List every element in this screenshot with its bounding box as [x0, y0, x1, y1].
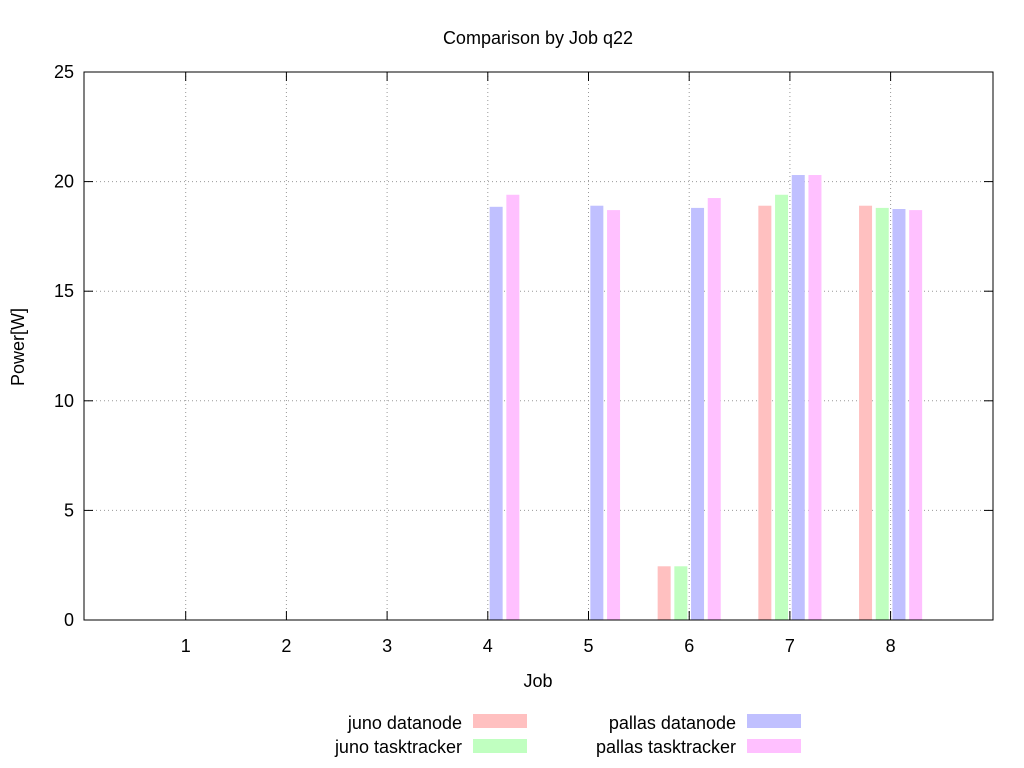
legend-label-juno-datanode: juno datanode — [347, 713, 462, 733]
y-tick-label: 10 — [54, 391, 74, 411]
legend-swatch-juno-datanode — [473, 714, 527, 728]
legend-label-pallas-tasktracker: pallas tasktracker — [596, 737, 736, 757]
y-tick-label: 0 — [64, 610, 74, 630]
bar-juno-tasktracker-job-7 — [775, 194, 789, 620]
bar-juno-datanode-job-8 — [859, 205, 873, 620]
x-tick-label: 1 — [181, 636, 191, 656]
bar-pallas-tasktracker-job-4 — [506, 194, 520, 620]
bar-pallas-datanode-job-6 — [691, 207, 705, 621]
tick-marks — [84, 71, 993, 621]
x-tick-label: 5 — [583, 636, 593, 656]
bar-pallas-tasktracker-job-6 — [707, 198, 721, 621]
x-tick-labels: 1 2 3 4 5 6 7 8 — [181, 636, 896, 656]
legend-entry-juno-tasktracker: juno tasktracker — [334, 737, 527, 757]
x-tick-label: 3 — [382, 636, 392, 656]
bar-pallas-tasktracker-job-7 — [808, 175, 822, 621]
legend-entry-juno-datanode: juno datanode — [347, 713, 527, 733]
y-axis-title: Power[W] — [8, 308, 28, 386]
bar-juno-tasktracker-job-8 — [875, 207, 889, 621]
plot-border — [83, 71, 994, 621]
y-tick-label: 15 — [54, 281, 74, 301]
chart-title: Comparison by Job q22 — [443, 28, 633, 48]
bar-juno-datanode-job-7 — [758, 205, 772, 620]
bar-pallas-tasktracker-job-5 — [607, 210, 621, 620]
y-tick-label: 20 — [54, 172, 74, 192]
bar-pallas-datanode-job-7 — [791, 175, 805, 621]
legend-swatch-juno-tasktracker — [473, 739, 527, 753]
bars — [489, 175, 923, 621]
legend-swatch-pallas-datanode — [747, 714, 801, 728]
x-tick-label: 2 — [281, 636, 291, 656]
x-tick-label: 8 — [886, 636, 896, 656]
bar-juno-datanode-job-6 — [657, 566, 671, 620]
x-tick-label: 4 — [483, 636, 493, 656]
bar-juno-tasktracker-job-6 — [674, 566, 688, 620]
y-tick-label: 25 — [54, 62, 74, 82]
legend-entry-pallas-tasktracker: pallas tasktracker — [596, 737, 801, 757]
grid — [84, 72, 993, 620]
y-tick-labels: 0 5 10 15 20 25 — [54, 62, 74, 630]
bar-pallas-datanode-job-8 — [892, 209, 906, 620]
bar-pallas-tasktracker-job-8 — [909, 210, 923, 620]
x-tick-label: 6 — [684, 636, 694, 656]
legend-swatch-pallas-tasktracker — [747, 739, 801, 753]
x-axis-title: Job — [523, 671, 552, 691]
y-tick-label: 5 — [64, 500, 74, 520]
legend-entry-pallas-datanode: pallas datanode — [609, 713, 801, 733]
bar-pallas-datanode-job-5 — [590, 205, 604, 620]
legend-label-juno-tasktracker: juno tasktracker — [334, 737, 462, 757]
legend: juno datanode juno tasktracker pallas da… — [334, 713, 801, 757]
x-tick-label: 7 — [785, 636, 795, 656]
bar-pallas-datanode-job-4 — [489, 206, 503, 621]
legend-label-pallas-datanode: pallas datanode — [609, 713, 736, 733]
